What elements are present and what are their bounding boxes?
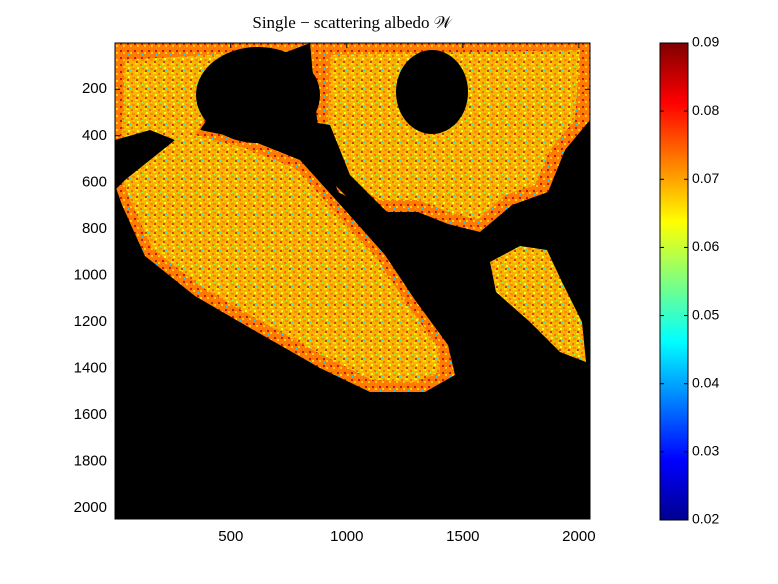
colorbar-tick-label: 0.04 — [692, 374, 719, 390]
y-tick-label: 1200 — [74, 313, 107, 330]
colorbar-ticks: 0.02 0.03 0.04 0.05 0.06 0.07 0.08 0.09 — [660, 34, 719, 527]
y-tick-label: 600 — [82, 173, 107, 190]
y-tick-label: 400 — [82, 127, 107, 144]
dark-area — [115, 130, 175, 190]
y-tick-label: 1400 — [74, 359, 107, 376]
region — [490, 246, 586, 362]
colorbar-tick-label: 0.08 — [692, 102, 719, 118]
y-tick-label: 800 — [82, 220, 107, 237]
colorbar-tick-label: 0.05 — [692, 306, 719, 322]
dark-area — [300, 120, 390, 215]
y-tick-label: 1800 — [74, 452, 107, 469]
region — [120, 50, 440, 382]
colorbar-tick-label: 0.07 — [692, 170, 719, 186]
colorbar-tick-label: 0.03 — [692, 443, 719, 459]
region — [328, 50, 580, 220]
colorbar-tick-label: 0.02 — [692, 511, 719, 527]
image — [115, 43, 590, 519]
dark-area — [196, 47, 320, 143]
chart-title: Single − scattering albedo 𝒲 — [252, 13, 453, 32]
colorbar — [659, 42, 689, 521]
dark-area — [396, 50, 468, 134]
colorbar-tick-label: 0.09 — [692, 34, 719, 50]
x-tick-label: 2000 — [562, 528, 595, 545]
y-tick-label: 1000 — [74, 266, 107, 283]
y-tick-label: 1600 — [74, 406, 107, 423]
axes-frame — [114, 42, 591, 520]
colorbar-tick-label: 0.06 — [692, 238, 719, 254]
x-tick-label: 1000 — [330, 528, 363, 545]
x-tick-label: 1500 — [446, 528, 479, 545]
x-tick-label: 500 — [218, 528, 243, 545]
y-tick-label: 200 — [82, 80, 107, 97]
y-tick-label: 2000 — [74, 499, 107, 516]
